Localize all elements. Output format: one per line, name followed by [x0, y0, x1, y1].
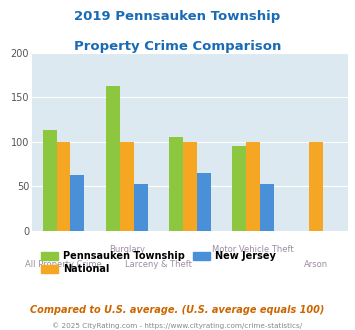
Text: Compared to U.S. average. (U.S. average equals 100): Compared to U.S. average. (U.S. average …	[30, 305, 325, 315]
Text: 2019 Pennsauken Township: 2019 Pennsauken Township	[75, 10, 280, 23]
Bar	[260, 184, 274, 231]
Bar	[71, 175, 84, 231]
Legend: Pennsauken Township, National, New Jersey: Pennsauken Township, National, New Jerse…	[37, 248, 280, 278]
Bar	[183, 142, 197, 231]
Bar	[232, 146, 246, 231]
Bar	[134, 184, 148, 231]
Bar	[309, 142, 323, 231]
Bar	[246, 142, 260, 231]
Bar	[56, 142, 71, 231]
Text: All Property Crime: All Property Crime	[25, 259, 102, 269]
Bar	[106, 86, 120, 231]
Text: Burglary: Burglary	[109, 245, 145, 254]
Text: Motor Vehicle Theft: Motor Vehicle Theft	[212, 245, 294, 254]
Bar	[197, 173, 211, 231]
Text: Property Crime Comparison: Property Crime Comparison	[74, 40, 281, 52]
Bar	[169, 137, 183, 231]
Bar	[43, 130, 56, 231]
Text: Arson: Arson	[304, 259, 328, 269]
Text: © 2025 CityRating.com - https://www.cityrating.com/crime-statistics/: © 2025 CityRating.com - https://www.city…	[53, 323, 302, 329]
Text: Larceny & Theft: Larceny & Theft	[125, 259, 192, 269]
Bar	[120, 142, 134, 231]
